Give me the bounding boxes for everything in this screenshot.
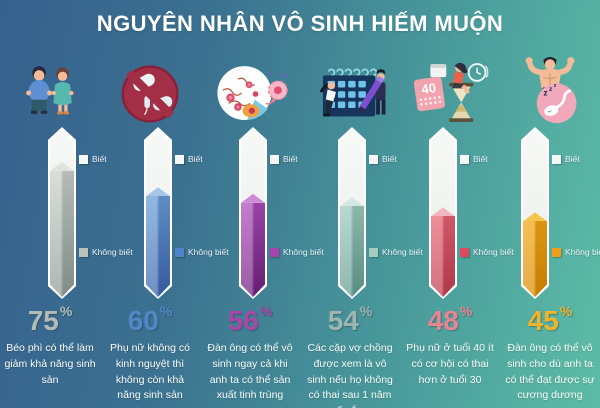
column-description: Phụ nữ ở tuổi 40 ít có cơ hội có thai hơ… xyxy=(406,342,494,386)
bar-erection xyxy=(521,127,549,299)
legend-notknow: Không biết xyxy=(175,247,229,257)
know-label: Biết xyxy=(92,154,107,164)
bar-calendar xyxy=(338,127,366,299)
notknow-label: Không biết xyxy=(382,247,423,257)
notknow-label: Không biết xyxy=(473,247,514,257)
column-description: Béo phì có thể làm giảm khả năng sinh sả… xyxy=(4,342,96,386)
svg-text:z: z xyxy=(543,88,547,98)
percent-value: 48% xyxy=(427,303,473,336)
bar-sperm xyxy=(239,127,267,299)
chart-columns: Biết Không biết 75% Béo phì có thể làm g… xyxy=(0,52,600,408)
percent-value: 54% xyxy=(327,303,373,336)
calendar-couple-icon xyxy=(300,52,400,126)
know-swatch xyxy=(79,154,88,164)
notknow-swatch xyxy=(79,247,88,257)
legend-notknow: Không biết xyxy=(460,247,514,257)
know-swatch xyxy=(270,154,279,164)
bar-area: Biết Không biết xyxy=(200,126,324,300)
svg-text:z: z xyxy=(554,83,557,89)
notknow-swatch xyxy=(552,247,561,257)
legend-notknow: Không biết xyxy=(369,247,423,257)
know-label: Biết xyxy=(382,154,397,164)
percent-value: 45% xyxy=(527,303,573,336)
know-label: Biết xyxy=(188,154,203,164)
svg-text:40: 40 xyxy=(420,80,436,97)
obese-couple-icon xyxy=(0,52,100,126)
age-40-hourglass-icon: 40 xyxy=(400,52,500,126)
column-no-menstruation: Biết Không biết 60% Phụ nữ không có kinh… xyxy=(100,52,229,408)
know-swatch xyxy=(369,154,378,164)
bar-area: Biết Không biết xyxy=(300,126,423,300)
legend-know: Biết xyxy=(369,154,397,164)
legend-notknow: Không biết xyxy=(79,247,133,257)
percent-value: 75% xyxy=(27,303,73,336)
column-description: Đàn ông có thể vô sinh cho dù anh ta có … xyxy=(505,342,595,402)
bar-obesity xyxy=(48,127,76,299)
legend-know: Biết xyxy=(79,154,107,164)
know-label: Biết xyxy=(283,154,298,164)
legend-notknow: Không biết xyxy=(552,247,600,257)
legend-know: Biết xyxy=(175,154,203,164)
know-label: Biết xyxy=(473,154,488,164)
notknow-swatch xyxy=(175,247,184,257)
legend-know: Biết xyxy=(552,154,580,164)
sperm-microscope-icon xyxy=(200,52,300,126)
column-description: Phụ nữ không có kinh nguyệt thì không cò… xyxy=(109,342,190,402)
notknow-label: Không biết xyxy=(565,247,600,257)
column-calendar: Biết Không biết 54% Các cặp vợ chồng đượ… xyxy=(300,52,423,408)
no-menstruation-icon xyxy=(100,52,200,126)
muscular-man-sleeping-sperm-icon: z z z xyxy=(500,52,600,126)
svg-text:z: z xyxy=(549,86,553,93)
column-sperm: Biết Không biết 56% Đàn ông có thể vô si… xyxy=(200,52,324,408)
page-title: NGUYÊN NHÂN VÔ SINH HIẾM MUỘN xyxy=(96,11,504,36)
column-obesity: Biết Không biết 75% Béo phì có thể làm g… xyxy=(0,52,133,408)
column-age-40: 40 xyxy=(400,52,514,408)
bar-area: Biết Không biết xyxy=(0,126,133,300)
column-description: Đàn ông có thể vô sinh ngay cả khi anh t… xyxy=(207,342,293,402)
notknow-label: Không biết xyxy=(283,247,324,257)
know-label: Biết xyxy=(565,154,580,164)
percent-value: 56% xyxy=(227,303,273,336)
know-swatch xyxy=(175,154,184,164)
column-erection: z z z Biết xyxy=(500,52,600,408)
notknow-label: Không biết xyxy=(188,247,229,257)
legend-know: Biết xyxy=(270,154,298,164)
notknow-swatch xyxy=(270,247,279,257)
column-description: Các cặp vợ chồng được xem là vô sinh nếu… xyxy=(307,342,393,408)
bar-area: Biết Không biết xyxy=(400,126,514,300)
legend-know: Biết xyxy=(460,154,488,164)
legend-notknow: Không biết xyxy=(270,247,324,257)
notknow-swatch xyxy=(460,247,469,257)
bar-age-40 xyxy=(429,127,457,299)
bar-no-menstruation xyxy=(144,127,172,299)
know-swatch xyxy=(460,154,469,164)
percent-value: 60% xyxy=(127,303,173,336)
notknow-label: Không biết xyxy=(92,247,133,257)
notknow-swatch xyxy=(369,247,378,257)
know-swatch xyxy=(552,154,561,164)
bar-area: Biết Không biết xyxy=(500,126,600,300)
bar-area: Biết Không biết xyxy=(100,126,229,300)
